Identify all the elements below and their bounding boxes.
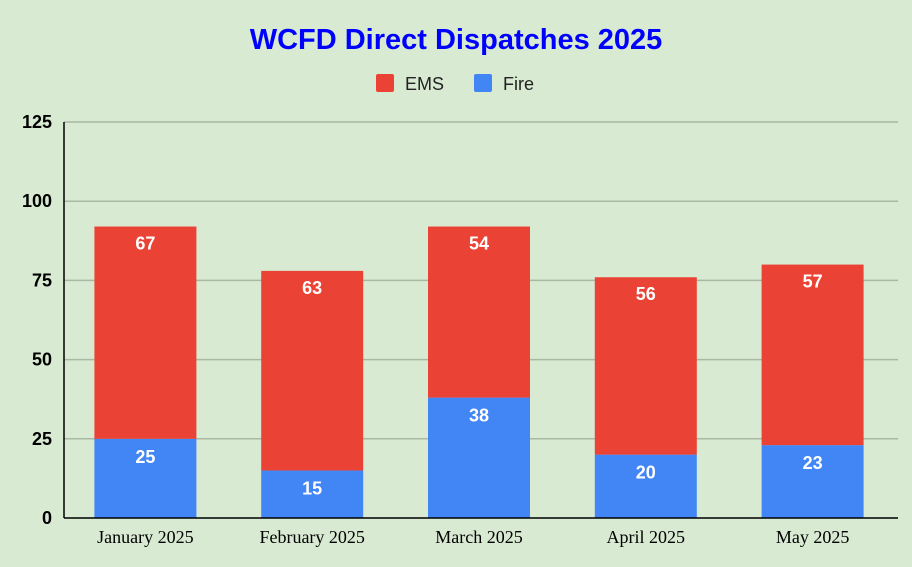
data-label-ems-1: 67	[135, 234, 155, 254]
bar-fire-3	[428, 397, 530, 518]
data-label-ems-2: 63	[302, 278, 322, 298]
bar-ems-2	[261, 270, 364, 471]
y-tick-label-25: 25	[32, 429, 52, 449]
x-tick-label-3: March 2025	[435, 527, 522, 547]
data-label-ems-4: 56	[636, 284, 656, 304]
bar-ems-4	[594, 277, 697, 455]
chart-title: WCFD Direct Dispatches 2025	[250, 24, 663, 56]
axes	[63, 122, 898, 519]
y-tick-label-50: 50	[32, 350, 52, 370]
data-label-fire-3: 38	[469, 406, 489, 426]
bars	[94, 226, 864, 518]
y-tick-label-125: 125	[22, 112, 52, 132]
x-tick-label-5: May 2025	[776, 527, 850, 547]
bar-fire-1	[94, 438, 197, 518]
bar-fire-4	[594, 454, 697, 518]
bar-ems-5	[761, 264, 864, 446]
data-label-ems-3: 54	[469, 234, 489, 254]
legend-label-fire: Fire	[503, 74, 534, 94]
bar-fire-2	[261, 470, 364, 518]
data-label-fire-5: 23	[803, 453, 823, 473]
data-label-fire-1: 25	[135, 447, 155, 467]
y-tick-label-100: 100	[22, 191, 52, 211]
x-tick-label-4: April 2025	[607, 527, 686, 547]
legend-swatch-fire	[474, 74, 492, 92]
y-tick-label-75: 75	[32, 270, 52, 290]
data-labels: 25 67 15 63 38 54 20 56 23 57	[135, 234, 822, 499]
bar-ems-1	[94, 226, 197, 439]
legend: EMS Fire	[376, 74, 534, 94]
data-label-ems-5: 57	[803, 272, 823, 292]
x-tick-label-1: January 2025	[97, 527, 193, 547]
bar-ems-3	[428, 226, 530, 398]
x-tick-label-2: February 2025	[259, 527, 364, 547]
legend-label-ems: EMS	[405, 74, 444, 94]
bar-fire-5	[761, 445, 864, 518]
data-label-fire-2: 15	[302, 478, 322, 498]
legend-swatch-ems	[376, 74, 394, 92]
x-axis-ticks: January 2025 February 2025 March 2025 April…	[97, 527, 849, 547]
data-label-fire-4: 20	[636, 463, 656, 483]
y-axis-ticks: 0 25 50 75 100 125	[22, 112, 52, 528]
y-tick-label-0: 0	[42, 508, 52, 528]
